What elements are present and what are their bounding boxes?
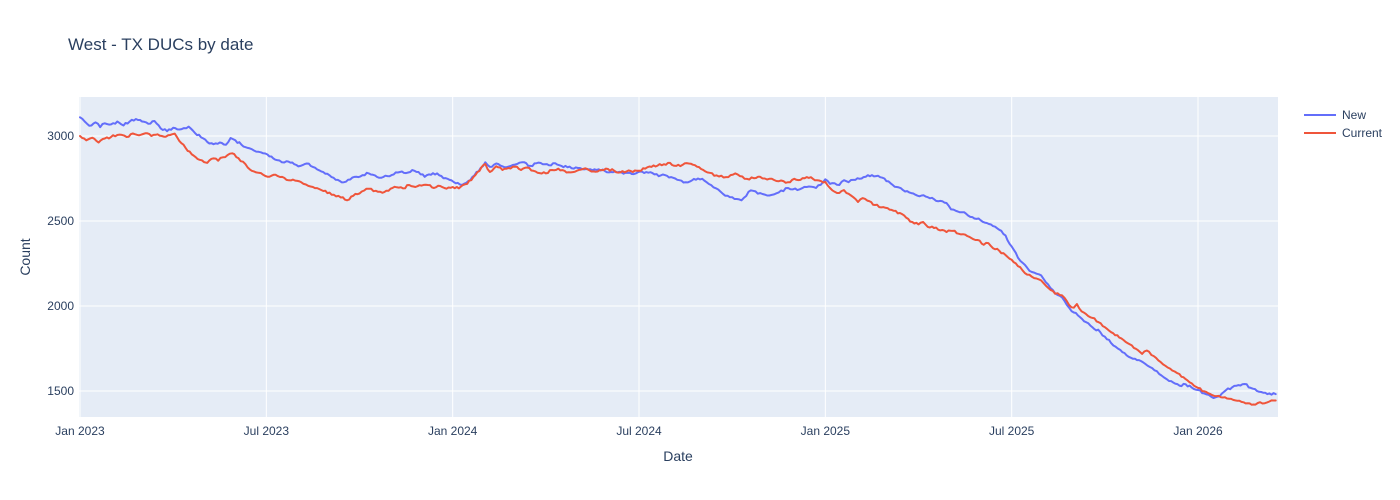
plot-area[interactable] [79, 97, 1278, 417]
chart-canvas[interactable] [79, 97, 1278, 417]
y-tick-label: 2000 [47, 299, 74, 313]
legend-swatch-line [1304, 132, 1336, 134]
x-tick-label: Jul 2025 [988, 424, 1035, 438]
legend-item-current[interactable]: Current [1304, 124, 1382, 142]
x-tick-label: Jul 2024 [616, 424, 662, 438]
chart-title: West - TX DUCs by date [68, 35, 254, 54]
y-tick-label: 3000 [47, 129, 74, 143]
y-tick-label: 2500 [47, 214, 74, 228]
legend-label: Current [1342, 126, 1383, 140]
legend-swatch-line [1304, 114, 1336, 116]
x-tick-label: Jan 2024 [427, 424, 478, 438]
x-tick-label: Jan 2025 [800, 424, 851, 438]
legend-label: New [1342, 108, 1367, 122]
x-tick-label: Jan 2026 [1173, 424, 1223, 438]
y-axis-title: Count [17, 238, 33, 276]
x-tick-label: Jan 2023 [55, 424, 105, 438]
legend-item-new[interactable]: New [1304, 106, 1382, 124]
legend: New Current [1304, 106, 1382, 142]
series-line-new[interactable] [79, 116, 1277, 399]
x-tick-label: Jul 2023 [243, 424, 290, 438]
x-axis-title: Date [663, 448, 693, 464]
series-line-current[interactable] [79, 132, 1277, 406]
y-tick-label: 1500 [47, 384, 74, 398]
